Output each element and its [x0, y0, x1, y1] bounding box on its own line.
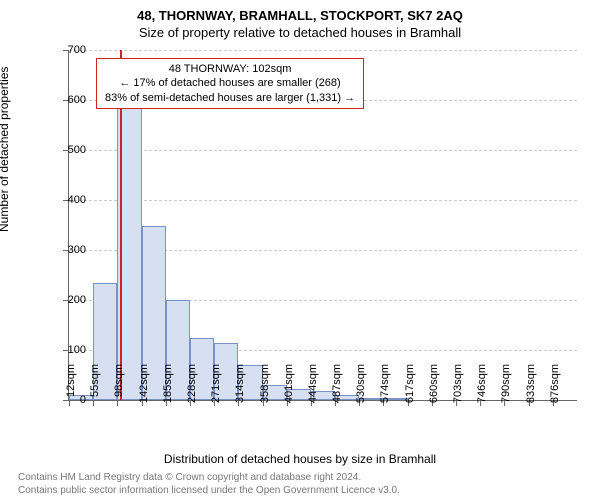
x-tick-label: 487sqm [331, 364, 343, 414]
y-tick-label: 700 [46, 44, 86, 56]
footnote-line2: Contains public sector information licen… [18, 485, 400, 498]
x-tick-label: 314sqm [234, 364, 246, 414]
chart-title: 48, THORNWAY, BRAMHALL, STOCKPORT, SK7 2… [0, 0, 600, 23]
y-tick-label: 100 [46, 344, 86, 356]
footnote-line1: Contains HM Land Registry data © Crown c… [18, 472, 400, 485]
x-tick-label: 746sqm [476, 364, 488, 414]
footnote: Contains HM Land Registry data © Crown c… [18, 472, 400, 497]
annotation-box: 48 THORNWAY: 102sqm ← 17% of detached ho… [96, 58, 364, 109]
grid-line [69, 50, 577, 51]
annotation-line3: 83% of semi-detached houses are larger (… [105, 91, 355, 105]
y-tick-label: 600 [46, 94, 86, 106]
y-tick-label: 400 [46, 194, 86, 206]
x-tick-label: 98sqm [113, 364, 125, 414]
x-tick-label: 444sqm [307, 364, 319, 414]
y-tick-label: 500 [46, 144, 86, 156]
x-tick-label: 271sqm [210, 364, 222, 414]
x-tick-label: 185sqm [162, 364, 174, 414]
x-tick-label: 703sqm [452, 364, 464, 414]
x-tick-label: 790sqm [500, 364, 512, 414]
chart-container: 48, THORNWAY, BRAMHALL, STOCKPORT, SK7 2… [0, 0, 600, 500]
x-tick-label: 358sqm [259, 364, 271, 414]
y-axis-title: Number of detached properties [0, 67, 11, 232]
grid-line [69, 150, 577, 151]
x-tick-label: 401sqm [283, 364, 295, 414]
grid-line [69, 200, 577, 201]
x-tick-label: 617sqm [404, 364, 416, 414]
annotation-line1: 48 THORNWAY: 102sqm [105, 62, 355, 76]
x-tick-label: 530sqm [355, 364, 367, 414]
chart-subtitle: Size of property relative to detached ho… [0, 25, 600, 40]
x-tick-label: 228sqm [186, 364, 198, 414]
x-tick-label: 833sqm [525, 364, 537, 414]
annotation-line2: ← 17% of detached houses are smaller (26… [105, 76, 355, 90]
x-tick-label: 142sqm [138, 364, 150, 414]
x-tick-label: 876sqm [549, 364, 561, 414]
x-tick-label: 660sqm [428, 364, 440, 414]
y-tick-label: 300 [46, 244, 86, 256]
x-tick-label: 574sqm [379, 364, 391, 414]
x-axis-title: Distribution of detached houses by size … [0, 452, 600, 466]
y-tick-label: 200 [46, 294, 86, 306]
x-tick-label: 12sqm [65, 364, 77, 414]
x-tick-label: 55sqm [89, 364, 101, 414]
